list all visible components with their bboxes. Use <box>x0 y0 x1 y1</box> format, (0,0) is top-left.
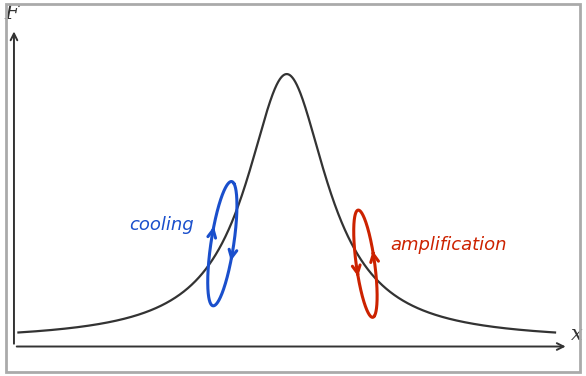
Text: F: F <box>4 4 19 23</box>
Text: amplification: amplification <box>390 236 507 254</box>
Text: x: x <box>571 325 583 344</box>
Text: cooling: cooling <box>129 216 194 234</box>
